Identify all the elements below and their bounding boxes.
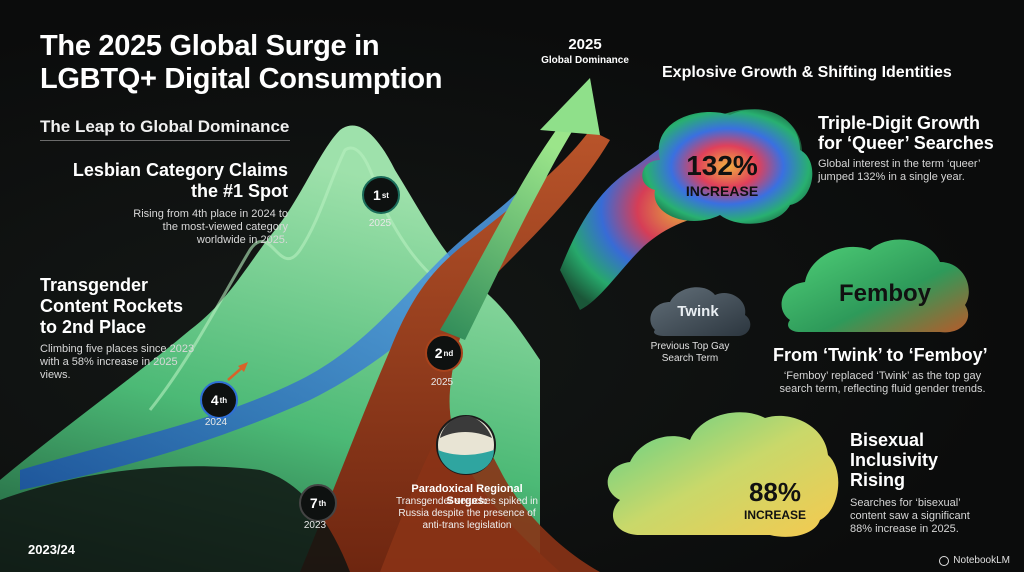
queer-number: 132% [686, 150, 758, 181]
rank-1st-year: 2025 [368, 218, 392, 229]
transgender-heading: Transgender Content Rockets to 2nd Place [40, 275, 184, 337]
rank-4th-year: 2024 [204, 417, 228, 428]
bisexual-body: Searches for ‘bisexual’ content saw a si… [850, 497, 970, 535]
twink-cloud-label: Twink [677, 303, 719, 320]
growth-arrow-head [540, 78, 600, 135]
bisexual-cloud [607, 412, 839, 537]
globe-fill [438, 450, 494, 474]
trend-arrow-head [238, 362, 248, 372]
regional-body: Transgender searches spiked in Russia de… [396, 496, 538, 531]
transgender-body: Climbing five places since 2023 with a 5… [40, 343, 195, 381]
femboy-cloud-label: Femboy [838, 280, 931, 307]
blue-stream [20, 190, 535, 490]
right-subtitle: Explosive Growth & Shifting Identities [662, 64, 952, 81]
femboy-cloud [781, 239, 969, 333]
rank-7th-year: 2023 [303, 520, 327, 531]
lesbian-body: Rising from 4th place in 2024 to the mos… [133, 208, 288, 246]
twink-caption: Previous Top Gay Search Term [650, 341, 730, 364]
femboy-body: ‘Femboy’ replaced ‘Twink’ as the top gay… [779, 370, 986, 395]
start-year-label: 2023/24 [28, 542, 75, 557]
bisexual-heading: Bisexual Inclusivity Rising [850, 430, 939, 490]
queer-body: Global interest in the term ‘queer’ jump… [818, 158, 981, 183]
brand-watermark: NotebookLM [939, 555, 1010, 566]
bisexual-unit: INCREASE [743, 508, 806, 522]
growth-arrow-body [440, 110, 580, 340]
queer-unit: INCREASE [685, 183, 759, 199]
rank-2nd-year: 2025 [430, 377, 454, 388]
queer-heading: Triple-Digit Growth for ‘Queer’ Searches [818, 113, 994, 153]
twink-cloud [650, 287, 751, 336]
peak-label: Global Dominance [541, 55, 629, 66]
lesbian-heading: Lesbian Category Claims the #1 Spot [72, 160, 288, 201]
regional-heading: Paradoxical Regional Surges: [411, 483, 523, 507]
peak-year: 2025 [568, 36, 602, 53]
left-subtitle: The Leap to Global Dominance [40, 117, 290, 136]
page-title: The 2025 Global Surge in LGBTQ+ Digital … [40, 30, 443, 95]
globe-land [440, 415, 492, 438]
left-divider [40, 140, 290, 141]
rust-river-lower [380, 417, 600, 572]
dark-wedge [0, 466, 350, 572]
brand-logo-icon [939, 555, 950, 566]
rainbow-cloud [642, 109, 813, 224]
bisexual-number: 88% [748, 477, 802, 507]
femboy-heading: From ‘Twink’ to ‘Femboy’ [773, 345, 988, 365]
brand-label: NotebookLM [953, 555, 1010, 566]
